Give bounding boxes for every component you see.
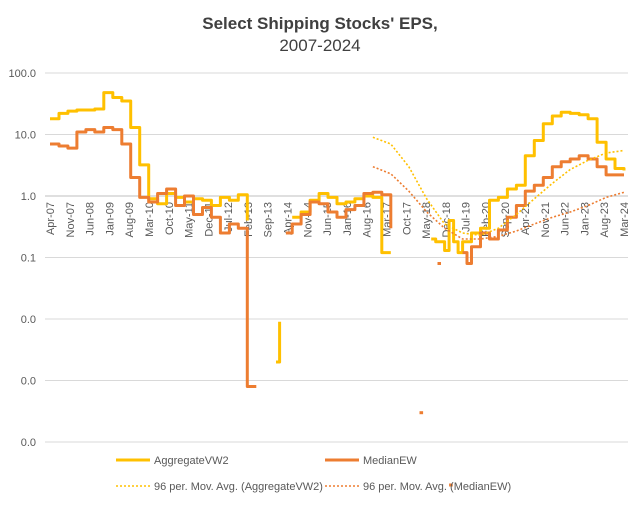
series-3 [372, 165, 625, 240]
x-tick-label: May-18 [421, 202, 433, 239]
x-tick-label: Nov-21 [540, 202, 552, 237]
y-axis: 100.0 10.0 1.0 0.1 0.0 0.0 0.0 [8, 68, 36, 449]
legend-label: 96 per. Mov. Avg. (AggregateVW2) [154, 481, 323, 493]
series-line [462, 154, 624, 265]
x-tick-label: Nov-07 [65, 202, 77, 237]
x-tick-label: Jan-23 [579, 202, 591, 236]
series-line [285, 190, 393, 235]
x-tick-label: Aug-16 [362, 202, 374, 237]
chart-title: Select Shipping Stocks' EPS, [202, 14, 438, 33]
x-tick-label: Sep-13 [263, 202, 275, 237]
y-tick-label: 100.0 [8, 68, 36, 80]
x-tick-label: Jun-22 [560, 202, 572, 236]
series-line [431, 110, 626, 255]
legend-label: AggregateVW2 [154, 455, 229, 467]
series-line [276, 321, 282, 364]
plot-area [50, 91, 626, 487]
x-tick-label: Apr-07 [45, 202, 57, 235]
series-line [372, 165, 625, 240]
x-tick-label: Nov-14 [302, 202, 314, 237]
x-tick-label: Aug-09 [124, 202, 136, 237]
x-tick-label: Mar-10 [144, 202, 156, 237]
x-tick-label: Jun-15 [322, 202, 334, 236]
x-tick-label: Jan-09 [104, 202, 116, 236]
series-line [50, 126, 257, 388]
legend: AggregateVW2 MedianEW 96 per. Mov. Avg. (A… [116, 455, 511, 493]
y-tick-label: 1.0 [21, 191, 36, 203]
series-line [50, 91, 249, 221]
series-1 [50, 126, 624, 487]
y-tick-label: 10.0 [15, 130, 36, 142]
legend-label: MedianEW [363, 455, 417, 467]
y-tick-label: 0.0 [21, 376, 36, 388]
series-line [372, 136, 625, 237]
x-tick-label: Oct-17 [401, 202, 413, 235]
y-tick-label: 0.1 [21, 253, 36, 265]
chart-subtitle: 2007-2024 [279, 36, 360, 55]
x-tick-label: Jul-19 [461, 202, 473, 232]
x-tick-label: Feb-13 [243, 202, 255, 237]
legend-label: 96 per. Mov. Avg. (MedianEW) [363, 481, 511, 493]
x-tick-label: Jun-08 [85, 202, 97, 236]
x-tick-label: Mar-24 [619, 202, 631, 237]
y-tick-label: 0.0 [21, 314, 36, 326]
x-tick-label: Jan-16 [342, 202, 354, 236]
y-tick-label: 0.0 [21, 437, 36, 449]
x-tick-label: Oct-10 [164, 202, 176, 235]
x-tick-label: Aug-23 [599, 202, 611, 237]
series-2 [372, 136, 625, 237]
x-axis: Apr-07 Nov-07 Jun-08 Jan-09 Aug-09 Mar-10 Oct-… [45, 195, 631, 239]
